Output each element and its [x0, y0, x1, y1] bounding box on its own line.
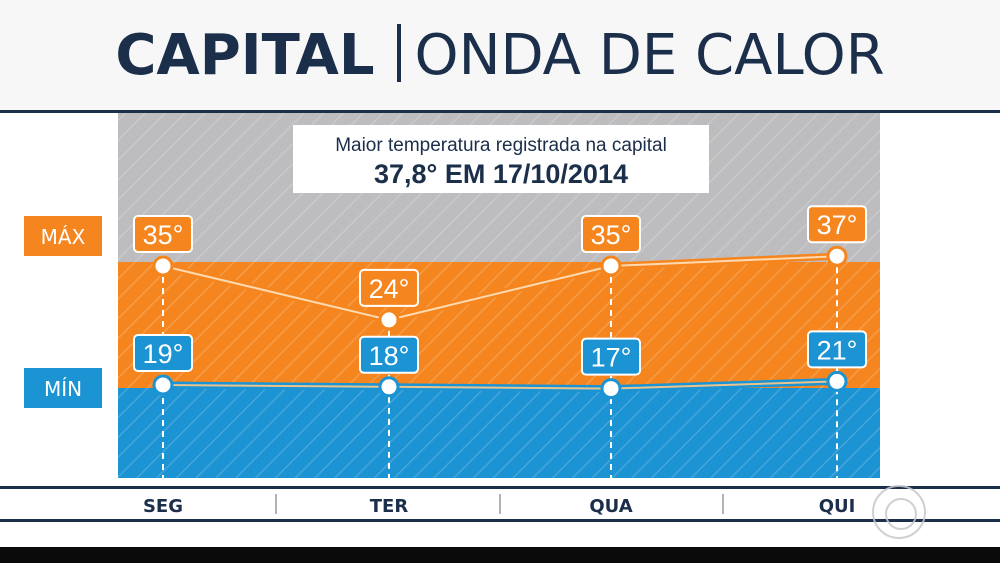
title-underline: [0, 110, 1000, 113]
min-label-qua: 17°: [581, 337, 641, 376]
min-label-box: [807, 330, 867, 369]
max-point-qua: [600, 255, 622, 277]
min-point-qua: [600, 378, 622, 400]
title-bold: CAPITAL: [115, 23, 375, 88]
min-label-box: [581, 337, 641, 376]
min-legend-box: [24, 368, 102, 408]
max-label-box: [359, 268, 419, 307]
xaxis-strip: [108, 492, 868, 518]
min-legend: MÍN: [24, 368, 102, 408]
min-label-seg: 19°: [133, 334, 193, 372]
max-label-text: 35°: [143, 220, 184, 250]
xaxis-label-ter: TER: [370, 496, 409, 517]
xaxis-label-qua: QUA: [589, 496, 632, 517]
max-label-box: [807, 205, 867, 244]
page-title: CAPITAL ONDA DE CALOR: [0, 18, 1000, 94]
min-point-ter: [378, 376, 400, 398]
record-box: Maior temperatura registrada na capital …: [293, 125, 709, 193]
title-light: ONDA DE CALOR: [414, 23, 885, 88]
record-caption: Maior temperatura registrada na capital: [335, 135, 667, 156]
max-series-line-highlight: [162, 255, 838, 321]
xaxis-top-rule: [0, 486, 1000, 489]
title-bar: [0, 0, 1000, 110]
max-label-text: 35°: [591, 220, 632, 250]
max-legend-box: [24, 216, 102, 256]
max-label-box: [581, 215, 641, 253]
max-point-qui: [826, 245, 848, 267]
min-legend-label: MÍN: [44, 377, 82, 401]
xaxis-label-qui: QUI: [819, 496, 856, 517]
max-legend: MÁX: [24, 216, 102, 256]
globe-logo-icon: [872, 485, 926, 539]
max-label-text: 24°: [369, 274, 410, 304]
max-label-qua: 35°: [581, 215, 641, 253]
min-series-line-highlight: [162, 380, 838, 390]
title-separator: [396, 24, 401, 82]
record-value: 37,8° EM 17/10/2014: [374, 159, 628, 189]
max-point-ter: [378, 309, 400, 331]
xaxis-bottom-rule: [0, 519, 1000, 522]
min-label-text: 21°: [817, 335, 858, 365]
max-label-seg: 35°: [133, 215, 193, 253]
xaxis-label-seg: SEG: [143, 496, 183, 517]
min-label-text: 18°: [369, 341, 410, 371]
bottom-black-strip: [0, 547, 1000, 563]
max-label-box: [133, 215, 193, 253]
min-point-qui: [826, 370, 848, 392]
max-point-seg: [152, 255, 174, 277]
max-label-text: 37°: [817, 210, 858, 240]
record-box-background: [293, 125, 709, 193]
min-label-qui: 21°: [807, 330, 867, 369]
min-label-ter: 18°: [359, 335, 419, 374]
min-point-seg: [152, 374, 174, 396]
min-label-text: 17°: [591, 343, 632, 373]
min-label-box: [359, 335, 419, 374]
max-label-qui: 37°: [807, 205, 867, 244]
min-label-text: 19°: [143, 339, 184, 369]
max-legend-label: MÁX: [41, 225, 86, 249]
max-label-ter: 24°: [359, 268, 419, 307]
min-label-box: [133, 334, 193, 372]
